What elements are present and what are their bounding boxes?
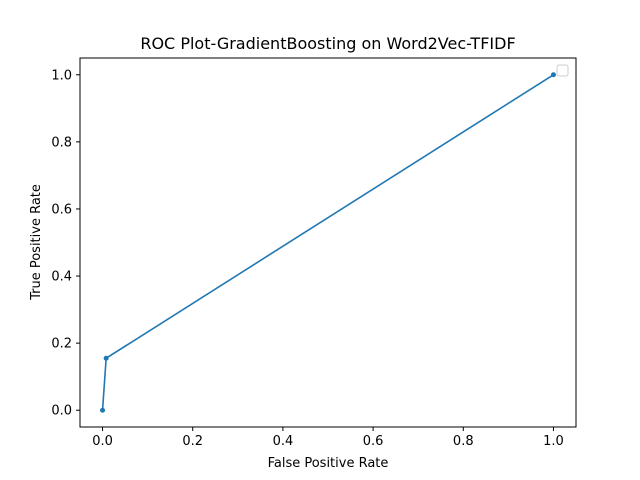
legend-box bbox=[556, 64, 569, 77]
y-axis-label: True Positive Rate bbox=[29, 184, 44, 301]
data-point bbox=[100, 407, 106, 413]
data-point bbox=[550, 72, 556, 78]
y-tick-label: 0.4 bbox=[51, 270, 72, 285]
plot-area bbox=[100, 72, 556, 413]
x-axis-label: False Positive Rate bbox=[268, 456, 389, 471]
x-tick-label: 1.0 bbox=[543, 434, 564, 449]
x-tick-label: 0.6 bbox=[363, 434, 384, 449]
y-tick-label: 0.0 bbox=[51, 404, 72, 419]
x-tick-label: 0.4 bbox=[273, 434, 294, 449]
y-tick-label: 1.0 bbox=[51, 68, 72, 83]
y-tick-label: 0.2 bbox=[51, 337, 72, 352]
x-tick-label: 0.2 bbox=[182, 434, 203, 449]
y-tick-label: 0.6 bbox=[51, 202, 72, 217]
axes: 0.0 0.2 0.4 0.6 0.8 1.0 0.0 0.2 0.4 0.6 0.8 1.0 bbox=[51, 57, 577, 449]
chart-title: ROC Plot-GradientBoosting on Word2Vec-TF… bbox=[140, 34, 515, 53]
axes-frame bbox=[79, 57, 577, 428]
x-tick-label: 0.8 bbox=[453, 434, 474, 449]
y-tick-label: 0.8 bbox=[51, 135, 72, 150]
x-tick-label: 0.0 bbox=[92, 434, 113, 449]
data-point bbox=[103, 355, 109, 361]
